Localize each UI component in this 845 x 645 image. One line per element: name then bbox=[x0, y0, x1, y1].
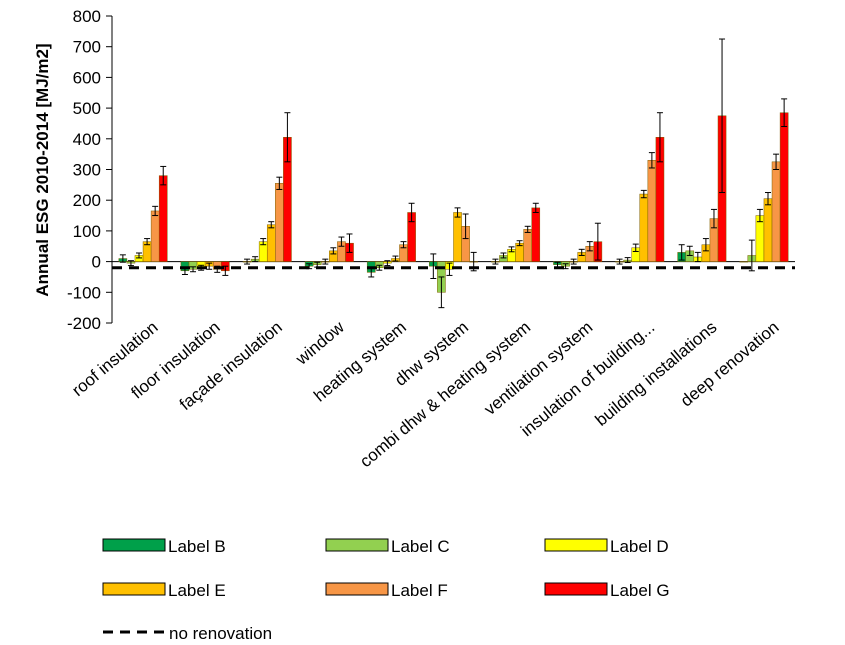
y-axis-label: Annual ESG 2010-2014 [MJ/m2] bbox=[33, 43, 52, 296]
x-tick-label: building installations bbox=[592, 318, 721, 430]
legend-swatch bbox=[102, 538, 166, 552]
y-tick-label: 700 bbox=[73, 38, 101, 57]
y-tick-label: 100 bbox=[73, 222, 101, 241]
legend-swatch bbox=[102, 582, 166, 596]
y-tick-label: -100 bbox=[67, 283, 101, 302]
legend-swatch bbox=[325, 582, 389, 596]
legend-label: Label E bbox=[168, 581, 226, 600]
bar bbox=[639, 193, 649, 262]
legend-label: Label F bbox=[391, 581, 448, 600]
bar bbox=[453, 212, 462, 262]
y-tick-label: -200 bbox=[67, 314, 101, 333]
y-tick-label: 400 bbox=[73, 130, 101, 149]
y-tick-label: 300 bbox=[73, 161, 101, 180]
legend-label: Label C bbox=[391, 537, 450, 556]
legend-label: Label D bbox=[610, 537, 669, 556]
bar bbox=[755, 215, 765, 262]
bar bbox=[523, 229, 532, 262]
y-tick-label: 600 bbox=[73, 68, 101, 87]
bar bbox=[531, 207, 541, 262]
y-tick-label: 0 bbox=[92, 253, 101, 272]
legend-label: Label B bbox=[168, 537, 226, 556]
bar bbox=[763, 198, 773, 262]
bar bbox=[739, 261, 749, 263]
bar bbox=[275, 183, 284, 262]
legend-label: no renovation bbox=[169, 624, 272, 643]
bar bbox=[647, 160, 657, 262]
x-tick-label: window bbox=[291, 317, 348, 369]
bar bbox=[266, 224, 276, 262]
legend-swatch bbox=[325, 538, 389, 552]
x-tick-label: ventilation system bbox=[481, 318, 597, 419]
x-tick-label: façade insulation bbox=[176, 318, 286, 415]
bar bbox=[779, 112, 789, 262]
legend-swatch bbox=[544, 538, 608, 552]
legend: Label B Label C Label D Label E Label F Label… bbox=[102, 537, 670, 643]
bar bbox=[150, 210, 160, 262]
legend-label: Label G bbox=[610, 581, 670, 600]
bar bbox=[158, 175, 168, 262]
legend-swatch bbox=[544, 582, 608, 596]
y-tick-label: 200 bbox=[73, 191, 101, 210]
bar bbox=[771, 161, 781, 262]
y-tick-label: 500 bbox=[73, 99, 101, 118]
y-tick-label: 800 bbox=[73, 7, 101, 26]
